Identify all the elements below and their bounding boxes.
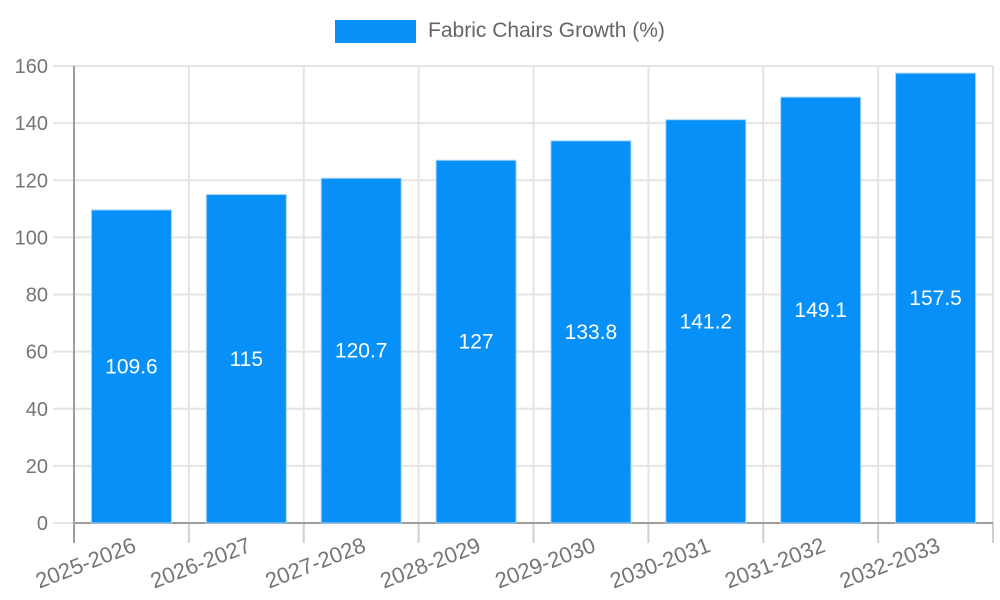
x-tick-label: 2029-2030: [492, 532, 599, 593]
y-tick-label: 120: [15, 170, 48, 192]
legend[interactable]: Fabric Chairs Growth (%): [0, 19, 1000, 43]
bar-value-label: 133.8: [565, 321, 618, 344]
bar-2025-2026[interactable]: [90, 209, 172, 524]
bar-value-label: 115: [230, 348, 263, 371]
x-tick-label: 2025-2026: [32, 532, 139, 593]
bar-value-label: 149.1: [794, 299, 847, 322]
y-tick-label: 80: [26, 285, 48, 307]
legend-label: Fabric Chairs Growth (%): [428, 19, 665, 42]
x-tick-label: 2032-2033: [836, 532, 943, 593]
bar-2028-2029[interactable]: [435, 159, 517, 524]
y-tick-label: 160: [15, 56, 48, 78]
y-tick-label: 20: [26, 456, 48, 478]
bar-2026-2027[interactable]: [205, 194, 287, 524]
bar-2029-2030[interactable]: [550, 140, 632, 524]
bar-2032-2033[interactable]: [895, 72, 977, 524]
x-tick-label: 2027-2028: [262, 532, 369, 593]
x-tick-label: 2030-2031: [606, 532, 713, 593]
bar-value-label: 157.5: [909, 287, 962, 310]
legend-swatch: [335, 19, 417, 43]
bar-2031-2032[interactable]: [780, 96, 862, 524]
bar-value-label: 141.2: [680, 310, 733, 333]
y-tick-label: 0: [37, 513, 48, 535]
bar-value-label: 109.6: [105, 355, 158, 378]
y-tick-label: 100: [15, 227, 48, 249]
bar-value-label: 120.7: [335, 340, 388, 363]
bar-value-label: 127: [459, 331, 494, 354]
y-tick-label: 60: [26, 342, 48, 364]
y-tick-label: 140: [15, 113, 48, 135]
y-tick-label: 40: [26, 399, 48, 421]
bar-2027-2028[interactable]: [320, 177, 402, 524]
bar-2030-2031[interactable]: [665, 119, 747, 524]
x-tick-label: 2026-2027: [147, 532, 254, 593]
x-tick-label: 2031-2032: [721, 532, 828, 593]
x-tick-label: 2028-2029: [377, 532, 484, 593]
